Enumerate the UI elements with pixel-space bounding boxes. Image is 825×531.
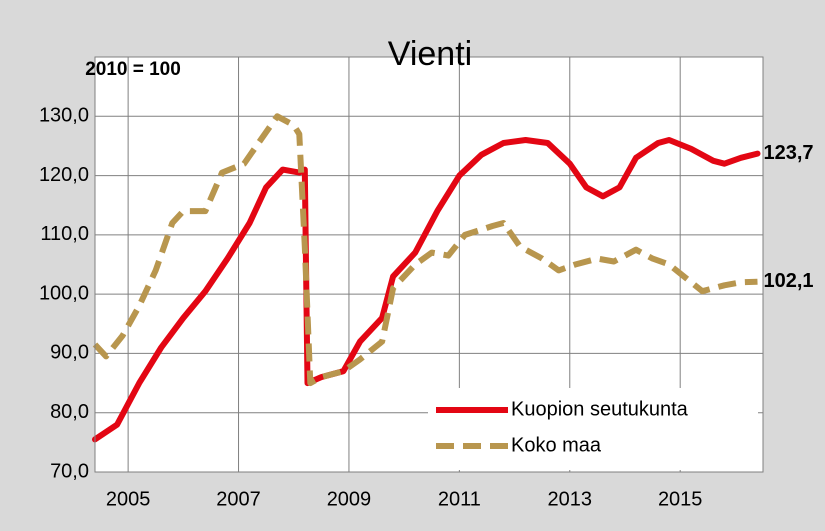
plot-border [94,56,764,473]
series-line [92,137,761,443]
legend-label: Kuopion seutukunta [511,398,689,420]
lines [92,113,761,443]
y-tick-label: 90,0 [50,342,89,364]
annotation: 2010 = 100 [85,59,181,80]
end-label: 123,7 [763,142,813,164]
y-tick-label: 100,0 [39,282,89,304]
x-tick-label: 2011 [438,488,481,510]
legend-box [428,388,758,470]
series-line [92,113,758,387]
x-tick-label: 2007 [216,488,261,510]
y-tick-label: 70,0 [50,460,89,482]
y-tick-label: 80,0 [50,401,89,423]
legend-label: Koko maa [511,434,602,456]
end-label: 102,1 [763,270,813,292]
x-tick-label: 2013 [548,488,593,510]
x-tick-label: 2015 [658,488,703,510]
x-tick-label: 2005 [106,488,151,510]
legend: Kuopion seutukunta Koko maa [428,388,758,470]
y-tick-label: 130,0 [39,105,89,127]
chart-title: Vienti [388,35,472,73]
x-tick-label: 2009 [327,488,372,510]
y-tick-label: 110,0 [40,223,89,245]
y-tick-label: 120,0 [39,164,89,186]
